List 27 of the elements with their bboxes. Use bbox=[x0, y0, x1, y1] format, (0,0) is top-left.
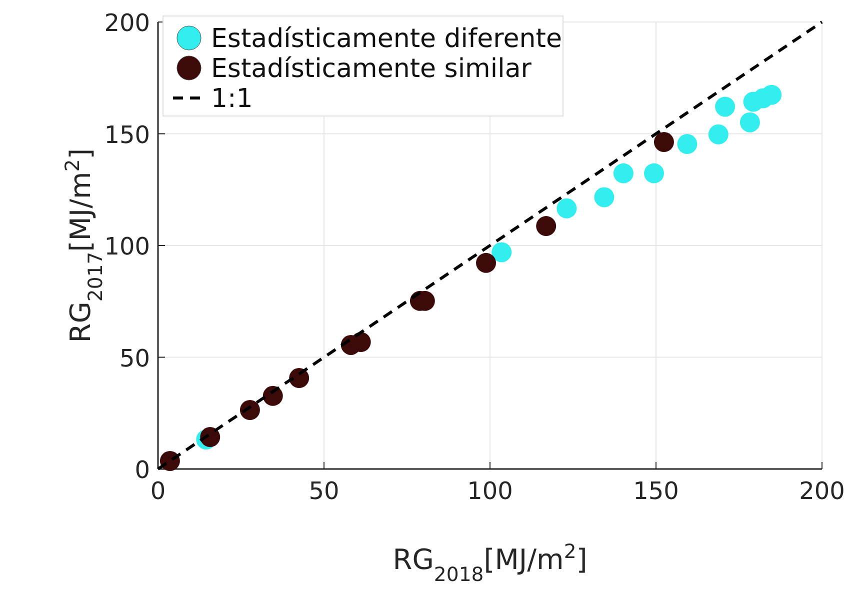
y-tick-label: 50 bbox=[119, 344, 150, 372]
legend-label: 1:1 bbox=[211, 84, 253, 114]
point bbox=[492, 242, 512, 262]
point bbox=[536, 216, 556, 236]
point bbox=[715, 96, 736, 117]
point bbox=[556, 198, 577, 218]
point bbox=[740, 112, 760, 132]
y-tick-label: 200 bbox=[104, 9, 150, 37]
y-tick-label: 100 bbox=[104, 232, 150, 260]
point bbox=[476, 252, 496, 273]
x-axis-title: RG$_{2018}$[MJ/m$^{2}$] bbox=[392, 540, 588, 586]
point bbox=[708, 124, 728, 144]
point bbox=[654, 132, 674, 152]
point bbox=[240, 400, 260, 420]
x-tick-label: 100 bbox=[467, 477, 513, 505]
y-tick-label: 150 bbox=[104, 120, 150, 149]
x-tick-label: 150 bbox=[633, 477, 679, 505]
legend-label: Estadísticamente diferente bbox=[211, 24, 562, 54]
y-tick-label: 0 bbox=[134, 456, 150, 484]
point bbox=[762, 84, 782, 105]
point bbox=[613, 163, 634, 184]
x-tick-label: 200 bbox=[799, 477, 845, 505]
legend-label: Estadísticamente similar bbox=[211, 54, 532, 84]
x-tick-label: 50 bbox=[308, 477, 340, 505]
point bbox=[677, 134, 698, 154]
point bbox=[594, 187, 614, 208]
point bbox=[644, 163, 664, 184]
